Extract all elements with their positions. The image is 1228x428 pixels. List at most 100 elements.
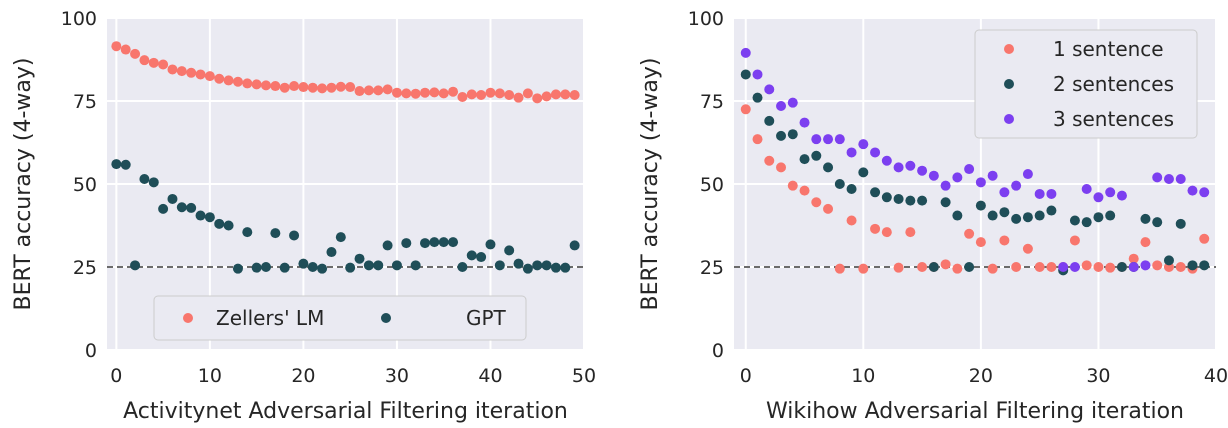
data-point [764,115,775,126]
data-point [326,82,337,93]
data-point [834,134,845,145]
data-point [111,41,122,52]
data-point [917,262,928,272]
data-point [1069,215,1080,226]
legend-marker [1004,44,1014,54]
data-point [1175,262,1186,272]
data-point [391,87,402,98]
data-point [917,195,928,206]
data-point [476,252,487,263]
data-point [223,220,234,231]
data-point [326,247,337,258]
data-point [1187,260,1198,271]
data-point [307,82,318,93]
data-point [940,197,951,208]
data-point [513,258,524,269]
x-tick-label: 10 [851,365,875,387]
data-point [279,262,290,273]
data-point [550,262,561,273]
x-tick-label: 30 [385,365,409,387]
data-point [823,162,834,173]
legend-box [153,295,527,341]
x-tick-label: 40 [1204,365,1228,387]
data-point [905,195,916,206]
data-point [776,130,787,141]
data-point [214,218,225,229]
data-point [928,262,939,272]
x-axis-label: Wikihow Adversarial Filtering iteration [766,399,1184,424]
data-point [298,258,309,269]
y-axis-label: BERT accuracy (4-way) [638,58,663,311]
y-tick-label: 25 [700,257,724,279]
data-point [345,82,356,93]
legend-label: 1 sentence [1053,37,1164,61]
data-point [1081,217,1092,228]
data-point [148,57,159,68]
data-point [401,88,412,99]
data-point [317,263,328,274]
data-point [893,162,904,173]
legend-box [974,29,1198,139]
data-point [270,81,281,92]
data-point [522,263,533,274]
data-point [448,86,459,97]
data-point [1199,187,1210,198]
data-point [289,230,300,241]
data-point [952,172,963,183]
data-point [1081,183,1092,194]
data-point [541,91,552,102]
y-tick-label: 100 [61,8,97,30]
data-point [964,228,975,239]
data-point [232,263,243,274]
y-tick-label: 0 [85,340,97,362]
data-point [242,78,253,89]
legend: 1 sentence 2 sentences 3 sentences [974,29,1198,139]
data-point [1069,262,1080,272]
data-point [550,89,561,100]
data-point [1140,260,1151,271]
data-point [893,193,904,204]
data-point [251,79,262,90]
data-point [139,174,150,185]
data-point [569,90,580,101]
data-point [485,87,496,98]
data-point [1116,262,1127,272]
data-point [1140,237,1151,248]
data-point [964,262,975,272]
data-point [317,83,328,94]
data-point [999,187,1010,198]
data-point [1128,253,1139,264]
data-point [560,89,571,100]
data-point [1128,262,1139,272]
data-point [870,187,881,198]
data-point [251,262,262,273]
data-point [120,159,131,170]
data-point [1187,185,1198,196]
data-point [1093,192,1104,203]
data-point [438,237,449,248]
data-point [940,180,951,191]
x-axis-label: Activitynet Adversarial Filtering iterat… [123,399,568,424]
data-point [987,170,998,181]
data-point [569,240,580,251]
data-point [335,232,346,243]
data-point [740,104,751,115]
data-point [1046,188,1057,199]
data-point [532,260,543,271]
data-point [289,81,300,92]
data-point [130,260,141,271]
data-point [1058,262,1069,272]
x-tick-label: 50 [572,365,596,387]
data-point [764,155,775,166]
data-point [881,227,892,238]
data-point [1022,169,1033,180]
data-point [1152,172,1163,183]
data-point [1011,213,1022,224]
data-point [870,147,881,158]
data-point [504,245,515,256]
data-point [834,263,845,274]
series-zellers-lm [111,41,580,104]
data-point [504,90,515,101]
data-point [1022,212,1033,223]
data-point [834,179,845,189]
